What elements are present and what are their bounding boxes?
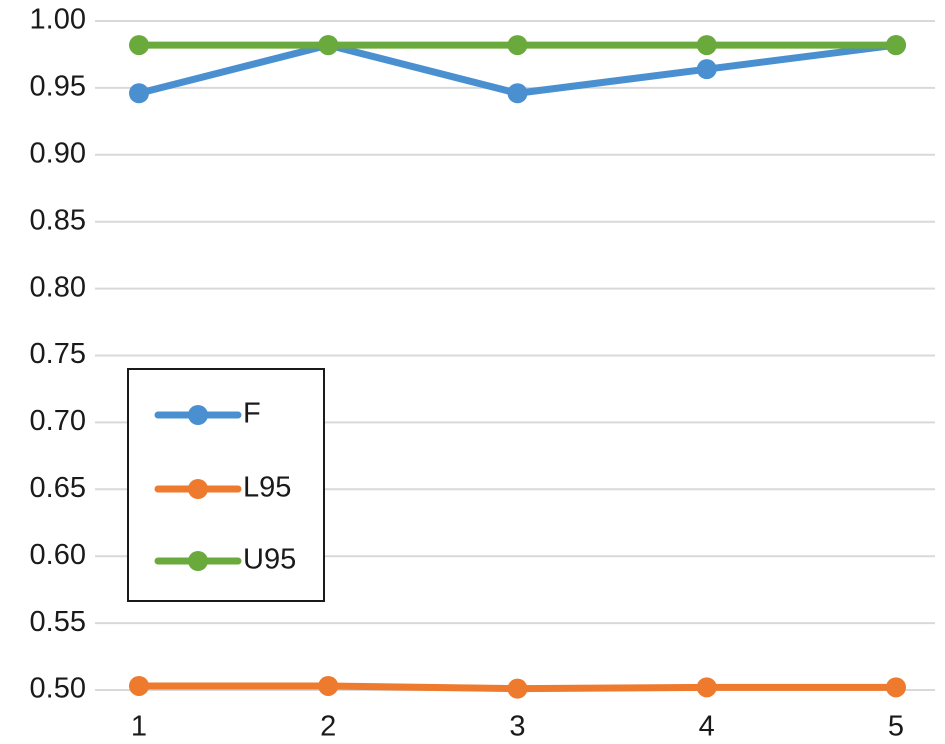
data-point-l95 xyxy=(318,675,339,696)
series-l95 xyxy=(129,675,906,699)
legend-label-f: F xyxy=(243,398,261,430)
legend-label-u95: U95 xyxy=(243,544,296,576)
legend-swatch-marker-u95 xyxy=(188,551,208,571)
data-point-u95 xyxy=(886,35,906,56)
legend-label-l95: L95 xyxy=(243,472,291,504)
data-point-l95 xyxy=(886,677,906,698)
x-tick-label: 3 xyxy=(509,711,525,743)
data-point-f xyxy=(507,83,528,104)
data-point-l95 xyxy=(129,675,149,696)
y-tick-label: 0.65 xyxy=(30,472,86,504)
x-tick-label: 5 xyxy=(888,711,904,743)
data-point-l95 xyxy=(696,677,717,698)
y-tick-label: 0.70 xyxy=(30,405,86,437)
x-tick-label: 4 xyxy=(699,711,715,743)
data-point-u95 xyxy=(318,35,339,56)
series-u95 xyxy=(129,35,906,56)
data-point-u95 xyxy=(129,35,149,56)
data-point-l95 xyxy=(507,678,528,699)
data-point-u95 xyxy=(507,35,528,56)
y-tick-label: 0.90 xyxy=(30,137,86,169)
x-axis-tick-labels: 1 2 3 4 5 xyxy=(131,711,904,743)
y-tick-label: 0.50 xyxy=(30,673,86,705)
y-axis-tick-labels: 0.50 0.55 0.60 0.65 0.70 0.75 0.80 0.85 0.90 0.95… xyxy=(30,4,86,705)
y-tick-label: 0.75 xyxy=(30,338,86,370)
legend-swatch-marker-f xyxy=(188,405,208,425)
data-point-u95 xyxy=(696,35,717,56)
y-tick-label: 0.60 xyxy=(30,539,86,571)
y-tick-label: 0.95 xyxy=(30,71,86,103)
x-tick-label: 2 xyxy=(320,711,336,743)
data-point-f xyxy=(129,83,149,104)
series-lines xyxy=(129,35,906,699)
x-tick-label: 1 xyxy=(131,711,147,743)
y-tick-label: 0.85 xyxy=(30,204,86,236)
legend-swatch-marker-l95 xyxy=(188,479,208,499)
legend: F L95 U95 xyxy=(127,368,325,602)
y-tick-label: 1.00 xyxy=(30,4,86,36)
y-tick-label: 0.55 xyxy=(30,606,86,638)
y-tick-label: 0.80 xyxy=(30,271,86,303)
data-point-f xyxy=(696,59,717,80)
